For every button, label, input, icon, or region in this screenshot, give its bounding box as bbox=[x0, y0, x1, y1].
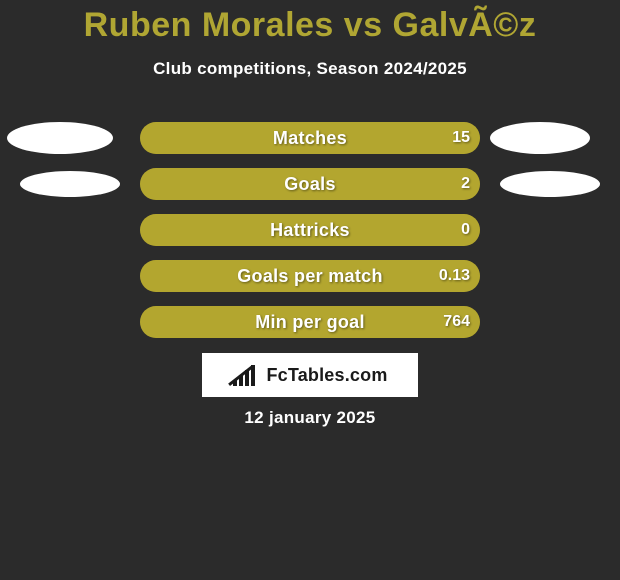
fctables-icon bbox=[232, 364, 260, 386]
stat-label: Matches bbox=[140, 122, 480, 154]
stat-bar: Goals per match0.13 bbox=[140, 260, 480, 292]
fctables-logo-box: FcTables.com bbox=[202, 353, 418, 397]
stat-row: Min per goal764 bbox=[0, 306, 620, 338]
subtitle: Club competitions, Season 2024/2025 bbox=[0, 59, 620, 79]
stat-bar: Min per goal764 bbox=[140, 306, 480, 338]
player-right-marker bbox=[490, 122, 590, 154]
stat-label: Goals per match bbox=[140, 260, 480, 292]
stat-label: Hattricks bbox=[140, 214, 480, 246]
fctables-text: FcTables.com bbox=[266, 365, 387, 386]
stat-label: Min per goal bbox=[140, 306, 480, 338]
player-left-marker bbox=[7, 122, 113, 154]
stat-value: 15 bbox=[452, 122, 470, 154]
page-title: Ruben Morales vs GalvÃ©z bbox=[0, 0, 620, 45]
stat-row: Hattricks0 bbox=[0, 214, 620, 246]
stat-value: 0 bbox=[461, 214, 470, 246]
stat-value: 764 bbox=[443, 306, 470, 338]
player-left-marker bbox=[20, 171, 120, 197]
date-label: 12 january 2025 bbox=[0, 408, 620, 428]
stat-bar: Goals2 bbox=[140, 168, 480, 200]
stat-value: 0.13 bbox=[439, 260, 470, 292]
stat-row: Matches15 bbox=[0, 122, 620, 154]
player-right-marker bbox=[500, 171, 600, 197]
stat-row: Goals per match0.13 bbox=[0, 260, 620, 292]
stat-value: 2 bbox=[461, 168, 470, 200]
stat-row: Goals2 bbox=[0, 168, 620, 200]
stat-bar: Matches15 bbox=[140, 122, 480, 154]
stat-label: Goals bbox=[140, 168, 480, 200]
stats-rows: Matches15 Goals2 Hattricks0 Goals per match… bbox=[0, 122, 620, 352]
infographic-container: Ruben Morales vs GalvÃ©z Club competitio… bbox=[0, 0, 620, 580]
stat-bar: Hattricks0 bbox=[140, 214, 480, 246]
